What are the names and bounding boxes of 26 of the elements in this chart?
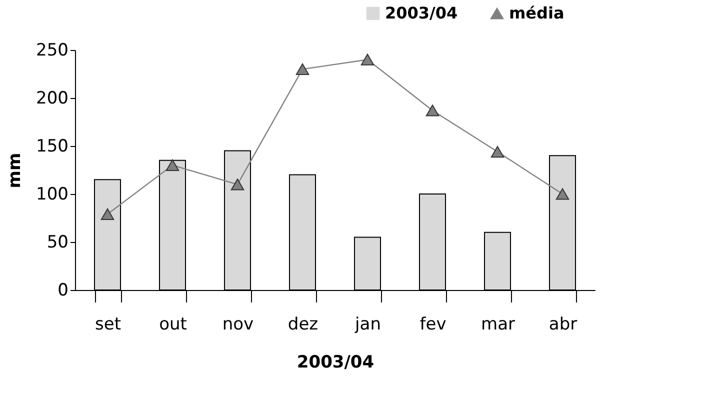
y-tick-label: 100 bbox=[36, 184, 68, 204]
legend-label: média bbox=[509, 4, 564, 22]
y-tick-label: 200 bbox=[36, 88, 68, 108]
point bbox=[296, 63, 310, 76]
x-tick-label: dez bbox=[288, 314, 318, 334]
point bbox=[230, 178, 244, 190]
x-tick-label: nov bbox=[222, 314, 254, 334]
x-tick-label: mar bbox=[481, 314, 515, 334]
x-tick-label: abr bbox=[548, 314, 578, 334]
y-tick-label: 250 bbox=[36, 40, 68, 60]
y-tick-label: 0 bbox=[58, 280, 68, 300]
point bbox=[100, 208, 114, 220]
point bbox=[166, 159, 180, 172]
x-tick-label: out bbox=[159, 314, 188, 334]
x-axis-title: 2003/04 bbox=[296, 352, 374, 372]
y-axis-title: mm bbox=[5, 152, 26, 188]
x-tick-label: jan bbox=[354, 314, 381, 334]
point bbox=[426, 104, 440, 116]
point bbox=[556, 188, 570, 200]
y-tick-label: 50 bbox=[46, 232, 68, 252]
point bbox=[490, 146, 504, 158]
y-tick-label: 150 bbox=[36, 136, 68, 156]
x-tick-label: fev bbox=[420, 314, 446, 334]
point bbox=[360, 54, 374, 66]
x-tick-label: set bbox=[95, 314, 122, 334]
legend-label: 2003/04 bbox=[385, 3, 458, 22]
